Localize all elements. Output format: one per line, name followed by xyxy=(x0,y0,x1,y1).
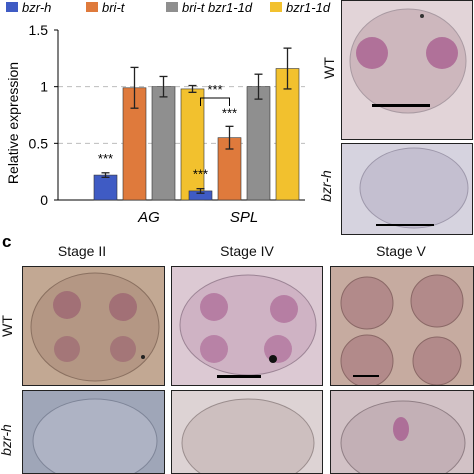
category-label: AG xyxy=(137,209,160,226)
side-row-label-mutant: bzr-h xyxy=(317,170,334,202)
y-tick-label: 1 xyxy=(40,79,48,95)
wt-stage-iv-micrograph xyxy=(171,266,323,386)
legend-swatch xyxy=(270,2,282,12)
bar xyxy=(93,174,118,201)
mutant-stage-iv-tissue xyxy=(172,391,322,473)
bar xyxy=(151,86,176,201)
bar xyxy=(246,86,271,201)
legend-swatch xyxy=(166,2,178,12)
side-mutant-tissue xyxy=(342,144,472,234)
significance-bracket xyxy=(200,97,230,106)
y-axis-label: Relative expression xyxy=(5,62,21,184)
mutant-stage-ii-tissue xyxy=(23,391,164,473)
legend-label: bri-t bzr1-1d xyxy=(182,0,253,15)
significance-label: *** xyxy=(98,151,113,166)
significance-label: *** xyxy=(222,105,237,120)
mutant-stage-ii-micrograph xyxy=(22,390,165,474)
row-label-wt: WT xyxy=(0,315,15,337)
significance-label: *** xyxy=(193,167,208,182)
mutant-stage-v-tissue xyxy=(331,391,473,473)
legend-label: bzr1-1d xyxy=(286,0,331,15)
significance-label: *** xyxy=(207,82,222,97)
mutant-stage-v-micrograph xyxy=(330,390,474,474)
y-tick-label: 1.5 xyxy=(29,22,49,38)
legend-label: bzr-h xyxy=(22,0,51,15)
side-mutant-micrograph xyxy=(341,143,473,235)
row-label-mutant: bzr-h xyxy=(0,424,14,456)
side-row-label-wt: WT xyxy=(320,57,337,79)
stage-label-iv: Stage IV xyxy=(220,243,274,259)
stage-label-v: Stage V xyxy=(376,243,426,259)
mutant-stage-iv-micrograph xyxy=(171,390,323,474)
y-tick-label: 0 xyxy=(40,192,48,208)
panel-c-letter: c xyxy=(2,232,12,251)
legend-label: bri-t xyxy=(102,0,126,15)
side-wt-micrograph xyxy=(341,0,473,140)
y-tick-label: 0.5 xyxy=(29,135,49,151)
wt-stage-iv-tissue xyxy=(172,267,322,385)
wt-stage-v-tissue xyxy=(331,267,473,385)
wt-stage-ii-tissue xyxy=(23,267,164,385)
wt-stage-v-micrograph xyxy=(330,266,474,386)
legend-swatch xyxy=(6,2,18,12)
bar-chart: 0 0.5 1 1.5 Relative expression bzr-h bri-t bri… xyxy=(5,0,331,226)
side-wt-tissue xyxy=(342,1,472,139)
legend-swatch xyxy=(86,2,98,12)
category-label: SPL xyxy=(230,209,258,226)
wt-stage-ii-micrograph xyxy=(22,266,165,386)
stage-label-ii: Stage II xyxy=(57,243,107,259)
